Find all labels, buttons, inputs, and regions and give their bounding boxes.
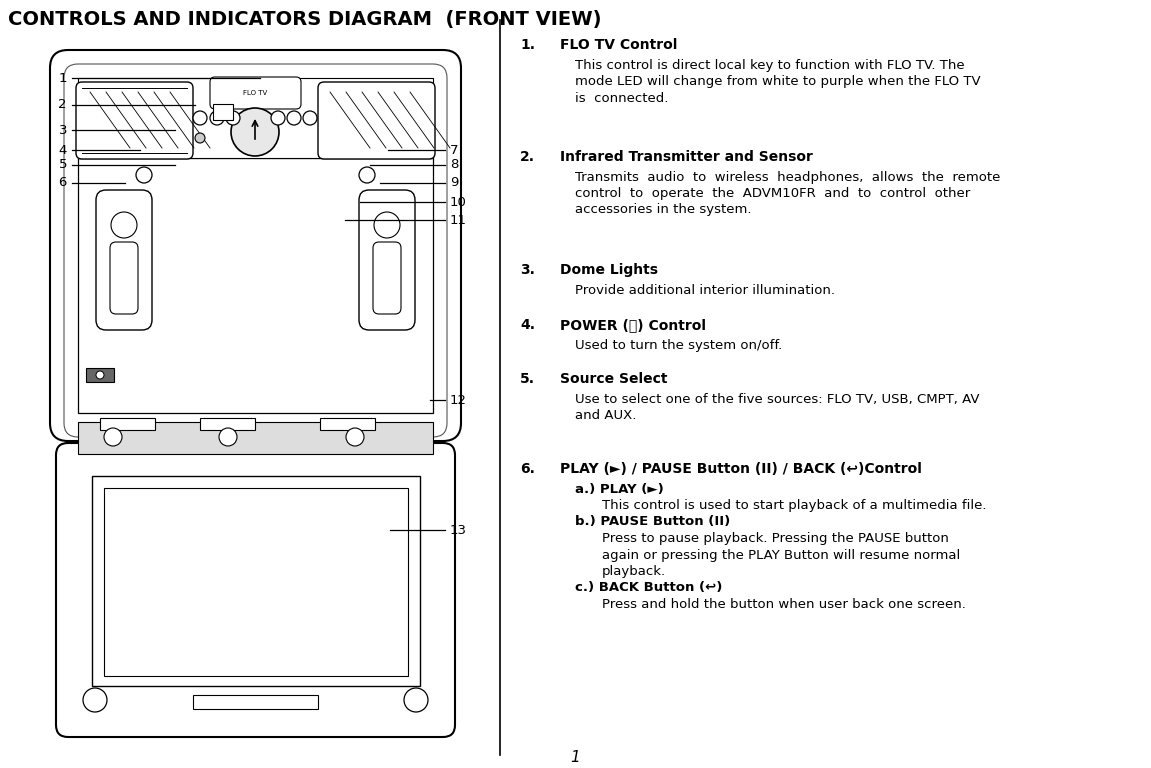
Text: control  to  operate  the  ADVM10FR  and  to  control  other: control to operate the ADVM10FR and to c… — [576, 187, 970, 200]
Bar — [320, 418, 375, 430]
Text: again or pressing the PLAY Button will resume normal: again or pressing the PLAY Button will r… — [602, 548, 960, 561]
Text: 1: 1 — [571, 750, 580, 765]
Text: playback.: playback. — [602, 565, 666, 578]
FancyBboxPatch shape — [110, 242, 138, 314]
Circle shape — [195, 133, 205, 143]
Circle shape — [404, 688, 428, 712]
Text: Used to turn the system on/off.: Used to turn the system on/off. — [576, 339, 783, 352]
Text: Dome Lights: Dome Lights — [561, 263, 658, 277]
FancyBboxPatch shape — [96, 190, 152, 330]
FancyBboxPatch shape — [209, 77, 302, 109]
Text: 11: 11 — [450, 214, 467, 227]
Text: 1.: 1. — [520, 38, 535, 52]
FancyBboxPatch shape — [49, 50, 462, 441]
Text: 6: 6 — [59, 177, 67, 190]
FancyBboxPatch shape — [373, 242, 401, 314]
Text: 5: 5 — [59, 158, 67, 171]
Circle shape — [226, 111, 241, 125]
Text: accessories in the system.: accessories in the system. — [576, 204, 752, 217]
Text: PLAY (►) / PAUSE Button (II) / BACK (↩)Control: PLAY (►) / PAUSE Button (II) / BACK (↩)C… — [561, 462, 922, 476]
Circle shape — [303, 111, 317, 125]
Circle shape — [359, 167, 375, 183]
Circle shape — [193, 111, 207, 125]
Text: CONTROLS AND INDICATORS DIAGRAM  (FRONT VIEW): CONTROLS AND INDICATORS DIAGRAM (FRONT V… — [8, 10, 602, 29]
Bar — [92, 476, 420, 686]
Text: POWER (⏻) Control: POWER (⏻) Control — [561, 318, 706, 332]
Text: b.) PAUSE Button (II): b.) PAUSE Button (II) — [576, 515, 730, 528]
Circle shape — [231, 108, 279, 156]
Bar — [78, 422, 433, 454]
Bar — [86, 368, 114, 382]
Bar — [78, 78, 433, 158]
Circle shape — [287, 111, 302, 125]
Bar — [200, 418, 256, 430]
Circle shape — [83, 688, 107, 712]
Bar — [100, 418, 155, 430]
Circle shape — [110, 212, 137, 238]
Text: 1: 1 — [59, 71, 67, 84]
Text: 3: 3 — [59, 124, 67, 137]
Circle shape — [270, 111, 285, 125]
Text: Press to pause playback. Pressing the PAUSE button: Press to pause playback. Pressing the PA… — [602, 532, 948, 545]
Text: This control is used to start playback of a multimedia file.: This control is used to start playback o… — [602, 499, 986, 512]
Text: 2.: 2. — [520, 150, 535, 164]
FancyBboxPatch shape — [359, 190, 416, 330]
Bar — [78, 158, 433, 413]
Text: 6.: 6. — [520, 462, 535, 476]
Text: 8: 8 — [450, 158, 458, 171]
Text: a.) PLAY (►): a.) PLAY (►) — [576, 482, 664, 495]
Circle shape — [104, 428, 122, 446]
Bar — [193, 695, 318, 709]
Text: mode LED will change from white to purple when the FLO TV: mode LED will change from white to purpl… — [576, 75, 981, 88]
Text: Use to select one of the five sources: FLO TV, USB, CMPT, AV: Use to select one of the five sources: F… — [576, 392, 980, 406]
Circle shape — [374, 212, 401, 238]
Text: and AUX.: and AUX. — [576, 409, 637, 422]
Text: 4: 4 — [59, 144, 67, 157]
Circle shape — [346, 428, 364, 446]
Text: 4.: 4. — [520, 318, 535, 332]
Circle shape — [96, 371, 104, 379]
Text: 7: 7 — [450, 144, 458, 157]
Circle shape — [209, 111, 224, 125]
Text: Transmits  audio  to  wireless  headphones,  allows  the  remote: Transmits audio to wireless headphones, … — [576, 170, 1000, 184]
Text: 10: 10 — [450, 196, 467, 208]
FancyBboxPatch shape — [76, 82, 193, 159]
Text: 12: 12 — [450, 393, 467, 406]
Text: 2: 2 — [59, 98, 67, 111]
Bar — [104, 488, 407, 676]
Text: FLO TV: FLO TV — [243, 90, 267, 96]
Text: 13: 13 — [450, 524, 467, 537]
Text: Source Select: Source Select — [561, 372, 668, 386]
Text: is  connected.: is connected. — [576, 91, 669, 104]
Bar — [213, 104, 233, 120]
Text: c.) BACK Button (↩): c.) BACK Button (↩) — [576, 581, 723, 594]
Text: This control is direct local key to function with FLO TV. The: This control is direct local key to func… — [576, 58, 965, 71]
Text: Infrared Transmitter and Sensor: Infrared Transmitter and Sensor — [561, 150, 813, 164]
Circle shape — [219, 428, 237, 446]
Text: Provide additional interior illumination.: Provide additional interior illumination… — [576, 283, 834, 296]
Text: 3.: 3. — [520, 263, 535, 277]
FancyBboxPatch shape — [56, 443, 455, 737]
Text: 9: 9 — [450, 177, 458, 190]
Circle shape — [136, 167, 152, 183]
Text: Press and hold the button when user back one screen.: Press and hold the button when user back… — [602, 598, 966, 611]
Text: FLO TV Control: FLO TV Control — [561, 38, 678, 52]
FancyBboxPatch shape — [318, 82, 435, 159]
Text: 5.: 5. — [520, 372, 535, 386]
